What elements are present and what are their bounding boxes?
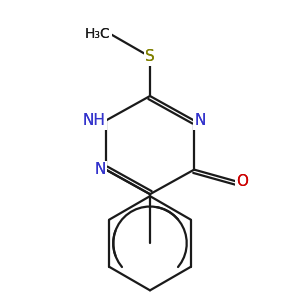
Text: N: N [94, 162, 106, 177]
Text: O: O [236, 174, 248, 189]
Text: N: N [194, 113, 206, 128]
Text: NH: NH [83, 113, 106, 128]
Text: O: O [236, 174, 248, 189]
Text: H₃C: H₃C [85, 27, 111, 41]
Text: N: N [194, 113, 206, 128]
Text: S: S [145, 49, 155, 64]
Text: H₃C: H₃C [85, 27, 111, 41]
Text: N: N [94, 162, 106, 177]
Text: NH: NH [83, 113, 106, 128]
Text: S: S [145, 49, 155, 64]
